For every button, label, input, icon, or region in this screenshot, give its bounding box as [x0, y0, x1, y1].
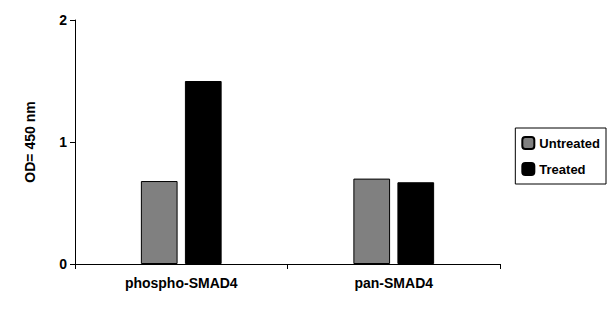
svg-text:2: 2: [59, 12, 67, 28]
svg-text:0: 0: [59, 256, 67, 272]
svg-text:pan-SMAD4: pan-SMAD4: [354, 275, 433, 291]
svg-text:Treated: Treated: [539, 162, 585, 177]
svg-text:Untreated: Untreated: [539, 136, 600, 151]
svg-text:phospho-SMAD4: phospho-SMAD4: [125, 275, 238, 291]
svg-text:OD= 450 nm: OD= 450 nm: [22, 101, 38, 182]
svg-text:1: 1: [59, 134, 67, 150]
